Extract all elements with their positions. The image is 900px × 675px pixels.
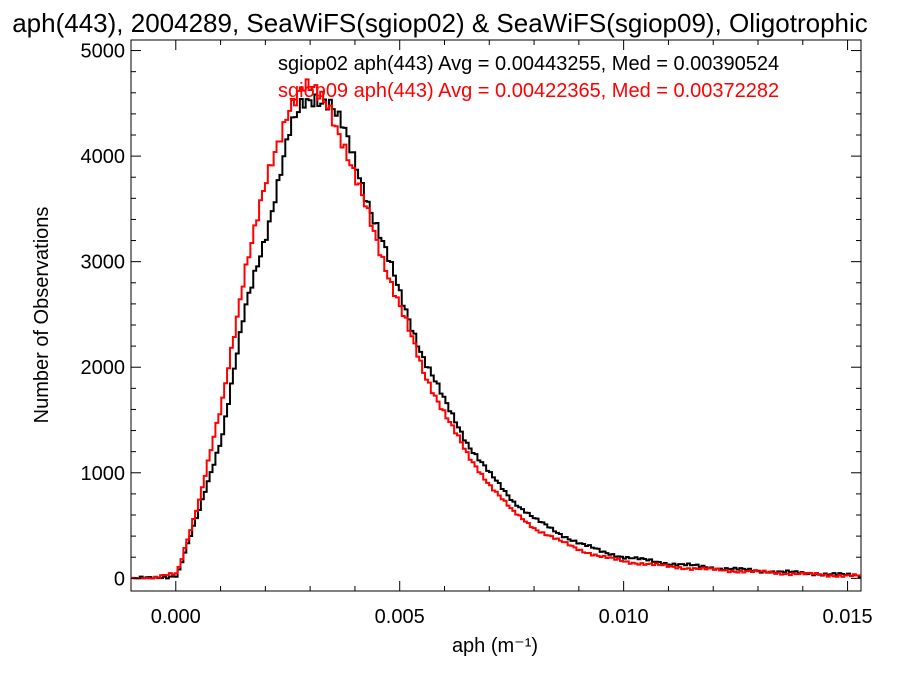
y-tick-label: 4000 [81, 146, 126, 168]
series-layer [131, 78, 861, 580]
x-tick-label: 0.000 [151, 606, 201, 628]
series-line-2 [131, 78, 861, 580]
x-tick-label: 0.005 [375, 606, 425, 628]
legend-entry-1: sgiop02 aph(443) Avg = 0.00443255, Med =… [278, 53, 779, 75]
plot-border [130, 39, 862, 592]
plot-area [130, 39, 862, 592]
series-line-1 [131, 93, 861, 580]
legend: sgiop02 aph(443) Avg = 0.00443255, Med =… [278, 53, 779, 102]
y-tick-label: 2000 [81, 357, 126, 379]
legend-entry-2: sgiop09 aph(443) Avg = 0.00422365, Med =… [278, 80, 779, 102]
y-axis-label: Number of Observations [31, 207, 53, 424]
y-tick-label: 5000 [81, 41, 126, 63]
axis-ticks: 0.000 0.005 0.010 0.015 0 1000 2000 3000 4000 500… [81, 40, 873, 628]
y-tick-label: 3000 [81, 252, 126, 274]
x-tick-label: 0.010 [599, 606, 649, 628]
x-axis-label: aph (m⁻¹) [452, 635, 538, 657]
y-tick-label: 0 [114, 568, 125, 590]
x-tick-label: 0.015 [823, 606, 873, 628]
chart-title: aph(443), 2004289, SeaWiFS(sgiop02) & Se… [12, 8, 868, 38]
y-tick-label: 1000 [81, 463, 126, 485]
